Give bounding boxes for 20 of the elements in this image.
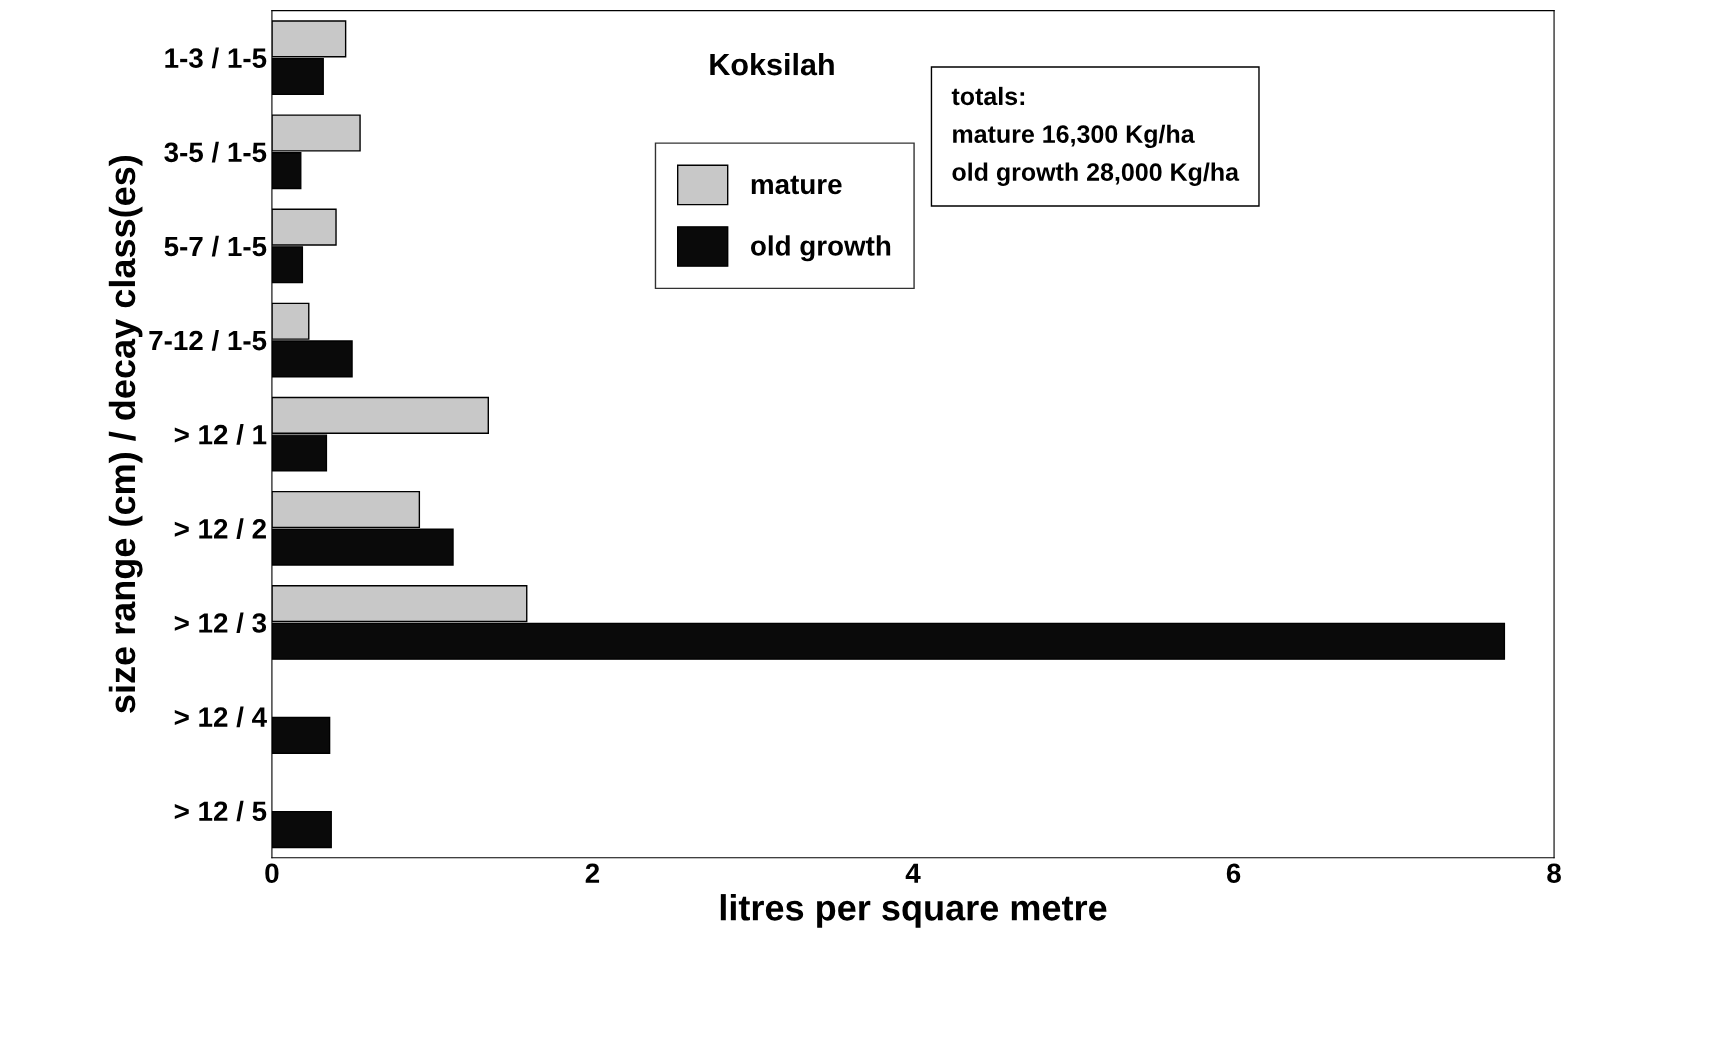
- annotation: totals: mature 16,300 Kg/ha old growth 28,000 Kg/ha: [951, 86, 1240, 186]
- x-tick-label: 4: [905, 863, 921, 883]
- y-tick-label: 3-5 / 1-5: [164, 141, 267, 163]
- y-tick-label: 7-12 / 1-5: [149, 329, 267, 351]
- x-tick-label: 2: [585, 863, 600, 883]
- legend-label: mature: [751, 175, 842, 195]
- y-tick-label: > 12 / 2: [174, 518, 266, 539]
- y-tick-label: 1-3 / 1-5: [165, 47, 267, 69]
- y-tick-label: > 12 / 1: [174, 424, 267, 445]
- x-axis-title: litres per square metre: [720, 894, 1107, 928]
- x-tick-label: 0: [265, 863, 279, 884]
- x-tick-label: 6: [1226, 863, 1241, 884]
- legend-label: old growth: [751, 235, 891, 262]
- y-tick-label: > 12 / 3: [174, 612, 267, 634]
- x-tick-label: 8: [1547, 863, 1561, 884]
- y-axis-title: size range (cm) / decay class(es): [108, 155, 143, 713]
- y-tick-label: > 12 / 4: [174, 706, 267, 728]
- text: Koksilah: [710, 52, 834, 76]
- y-tick-label: 5-7 / 1-5: [164, 235, 267, 257]
- y-tick-label: > 12 / 5: [174, 800, 267, 822]
